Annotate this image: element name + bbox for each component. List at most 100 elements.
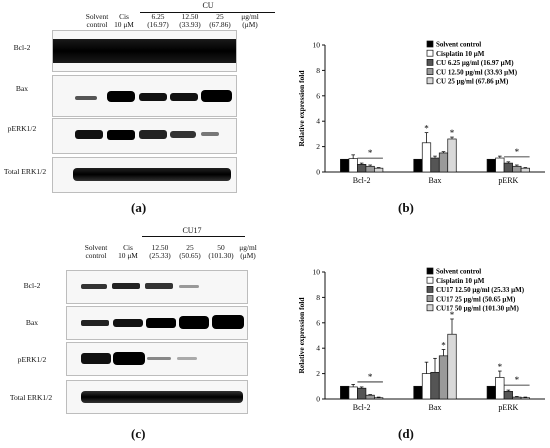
bar (365, 165, 375, 173)
y-tick-label: 6 (316, 91, 320, 100)
blot-a-col-header: 6.25 (16.97) (147, 12, 169, 29)
legend-label: CU17 50 μg/ml (101.30 μM) (436, 305, 519, 313)
band (145, 283, 173, 289)
band (73, 168, 231, 181)
band (170, 93, 198, 101)
significance-marker: * (515, 147, 520, 157)
y-tick-label: 10 (313, 268, 321, 277)
blot-a-membrane-bax (52, 75, 237, 117)
legend-label: CU17 25 μg/ml (50.65 μM) (436, 295, 516, 303)
blot-c-group-line (142, 236, 245, 237)
significance-marker: * (515, 375, 520, 385)
band (81, 320, 109, 326)
band (53, 39, 236, 63)
legend-label: CU17 12.50 μg/ml (25.33 μM) (436, 286, 525, 294)
x-tick-label: pERK (498, 403, 518, 412)
significance-marker: * (450, 128, 455, 138)
bar (503, 162, 513, 173)
band (81, 284, 107, 289)
y-tick-label: 10 (313, 41, 321, 50)
blot-a-membrane-perk (52, 118, 237, 154)
bar (486, 158, 496, 173)
band (212, 315, 244, 329)
bar (348, 386, 358, 400)
bar (503, 391, 513, 400)
band (179, 316, 209, 329)
bar (348, 158, 358, 173)
bar (421, 142, 432, 173)
blot-c-row-label: Bax (25, 318, 39, 327)
significance-marker: * (450, 310, 455, 320)
blot-a-group-label: CU (202, 1, 214, 10)
legend-label: Solvent control (436, 268, 481, 276)
legend-swatch (426, 267, 434, 275)
y-tick-label: 6 (316, 318, 320, 327)
blot-a-row-label: pERK1/2 (7, 124, 37, 133)
panel-c-label: (c) (131, 426, 146, 441)
bar (520, 397, 530, 400)
band (107, 91, 135, 102)
legend-swatch (426, 59, 434, 66)
significance-marker: * (498, 362, 503, 372)
bar (340, 385, 350, 400)
blot-a-row-label: Bcl-2 (13, 43, 31, 52)
bar (512, 396, 522, 400)
bar (430, 371, 440, 400)
band (107, 130, 135, 140)
band (147, 357, 171, 360)
legend-swatch (426, 40, 434, 48)
panel-a-label: (a) (131, 200, 147, 215)
bar (413, 158, 423, 173)
blot-c-col-header: Cis 10 μM (118, 243, 138, 260)
blot-c-col-header: 50 (101.30) (208, 243, 234, 260)
blot-c-row-label: Total ERK1/2 (9, 393, 53, 402)
band (75, 130, 103, 139)
y-tick-label: 2 (316, 369, 320, 378)
bar (357, 164, 367, 173)
blot-a-col-header: Cis 10 μM (114, 12, 134, 29)
blot-a-col-header: Solvent control (85, 12, 109, 29)
blot-a-membrane-total-erk (52, 157, 237, 193)
band (177, 357, 197, 360)
band (81, 353, 111, 364)
y-tick-label: 2 (316, 142, 320, 151)
blot-c-membrane-total-erk (66, 380, 248, 414)
legend-label: CU 6.25 μg/ml (16.97 μM) (436, 59, 514, 67)
legend-swatch (426, 49, 434, 57)
blot-a-col-header: 25 (67.86) (209, 12, 231, 29)
bar (438, 355, 449, 400)
band (113, 319, 143, 327)
bar (495, 157, 505, 173)
x-tick-label: Bcl-2 (353, 176, 371, 185)
blot-c-col-header: 25 (50.65) (179, 243, 201, 260)
band (81, 391, 243, 403)
legend-swatch (426, 304, 434, 312)
y-tick-label: 0 (316, 395, 320, 404)
bar (340, 158, 350, 173)
significance-marker: * (368, 148, 373, 158)
bar (438, 152, 449, 173)
blot-c-membrane-bax (66, 306, 248, 340)
blot-c-row-label: Bcl-2 (23, 281, 41, 290)
band (113, 352, 145, 365)
blot-a-group-line (140, 12, 275, 13)
bar (430, 157, 440, 173)
legend-label: Cisplatin 10 μM (436, 277, 485, 285)
y-tick-label: 8 (316, 66, 320, 75)
blot-a-row-label: Total ERK1/2 (3, 167, 47, 176)
blot-c-group-label: CU17 (182, 226, 202, 235)
bar (374, 397, 384, 400)
bar (447, 138, 457, 173)
legend-label: Cisplatin 10 μM (436, 50, 485, 58)
legend-label: Solvent control (436, 41, 481, 49)
x-tick-label: Bax (429, 403, 442, 412)
band (139, 130, 167, 139)
blot-a-membrane-bcl2 (52, 30, 237, 72)
band (179, 285, 199, 288)
legend-swatch (426, 68, 434, 75)
significance-marker: * (441, 340, 446, 350)
blot-c-col-header: 12.50 (25.33) (149, 243, 171, 260)
blot-a-col-header: 12.50 (33.93) (179, 12, 201, 29)
band (170, 131, 196, 138)
bar (447, 333, 457, 400)
